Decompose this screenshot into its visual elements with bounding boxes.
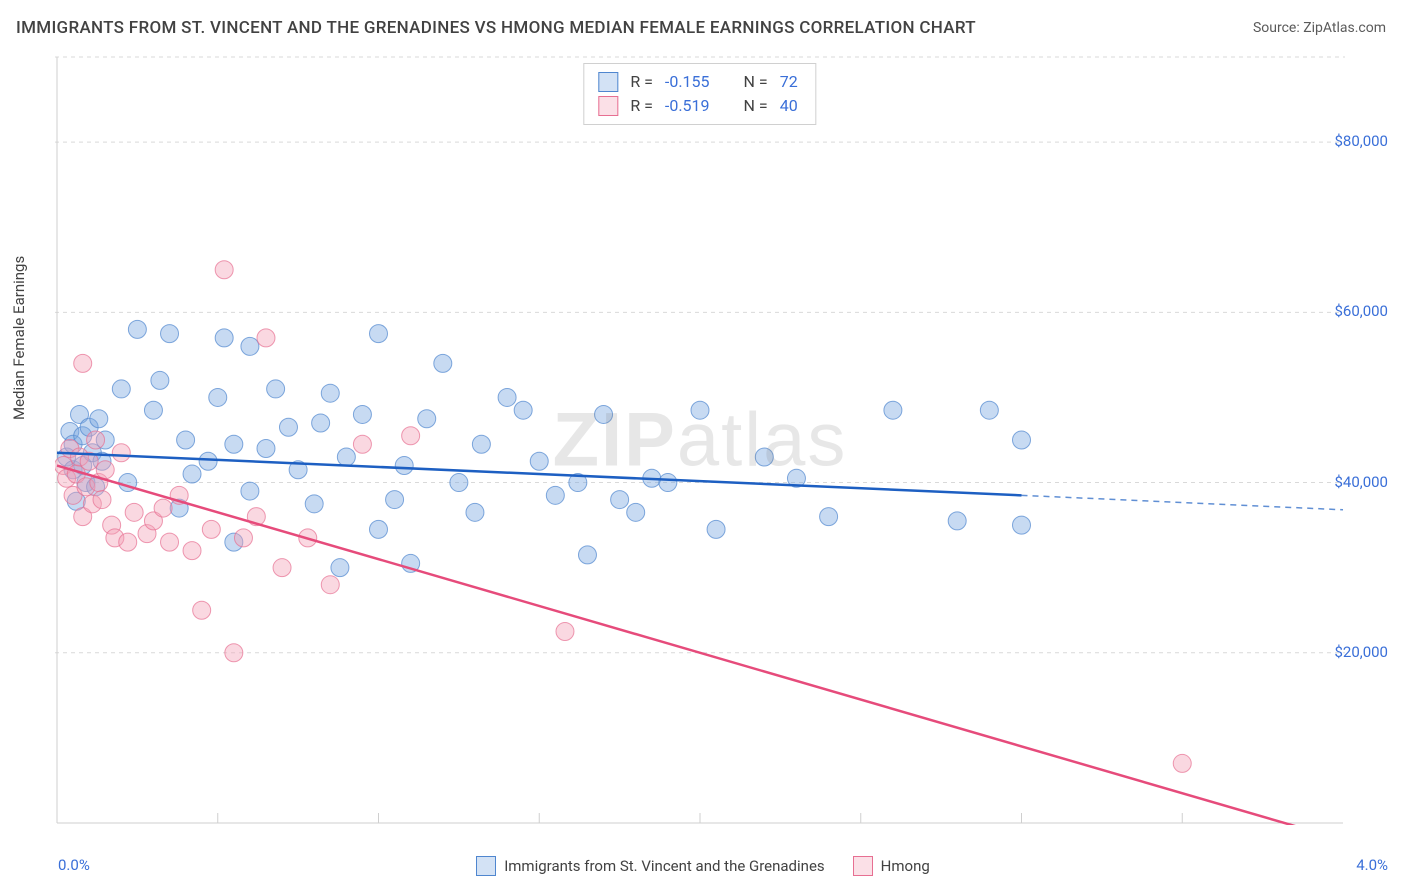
source-attribution: Source: ZipAtlas.com [1253,20,1386,36]
chart-title: IMMIGRANTS FROM ST. VINCENT AND THE GREN… [16,18,976,38]
legend-swatch [476,856,496,876]
stats-n-label: N = [744,70,768,94]
stats-r-label: R = [630,70,653,94]
y-tick-label: $80,000 [1334,132,1388,150]
y-tick-label: $40,000 [1334,473,1388,491]
stats-r-value: -0.155 [665,70,710,94]
bottom-legend: Immigrants from St. Vincent and the Gren… [0,856,1406,876]
stats-r-label: R = [630,94,653,118]
legend-swatch [853,856,873,876]
stats-row: R = -0.155 N = 72 [598,70,801,94]
legend-swatch [598,72,618,92]
stats-legend-box: R = -0.155 N = 72 R = -0.519 N = 40 [583,63,816,125]
y-axis-label: Median Female Earnings [10,256,28,420]
legend-label: Immigrants from St. Vincent and the Gren… [504,857,824,875]
legend-item: Immigrants from St. Vincent and the Gren… [476,856,824,876]
legend-item: Hmong [853,856,930,876]
stats-n-label: N = [744,94,768,118]
stats-row: R = -0.519 N = 40 [598,94,801,118]
y-tick-label: $20,000 [1334,643,1388,661]
source-name: ZipAtlas.com [1303,20,1386,36]
stats-r-value: -0.519 [665,94,710,118]
source-prefix: Source: [1253,20,1303,36]
legend-label: Hmong [881,857,930,875]
y-tick-label: $60,000 [1334,302,1388,320]
stats-n-value: 72 [780,70,798,94]
scatter-chart-svg [55,55,1345,825]
stats-n-value: 40 [780,94,798,118]
legend-swatch [598,96,618,116]
plot-area: ZIPatlas R =-0.155N =72R =-0.519N =40 [55,55,1345,825]
